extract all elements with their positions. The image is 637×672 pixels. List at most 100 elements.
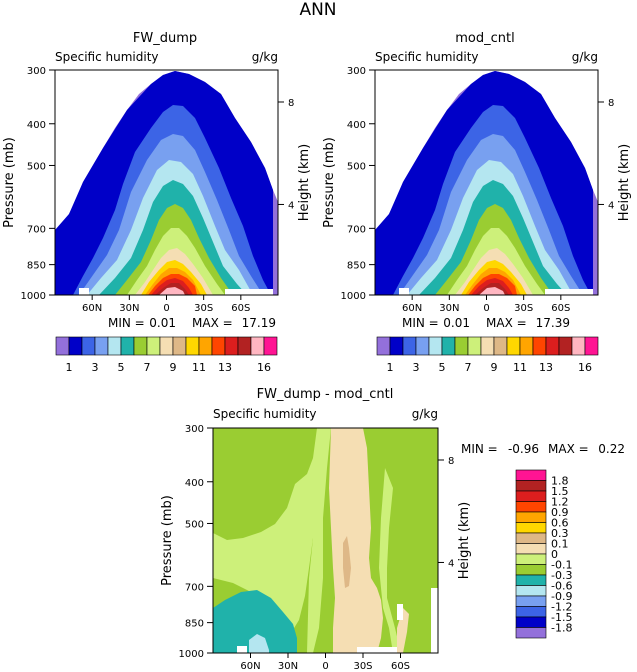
colorbar-swatch — [120, 336, 135, 356]
colorbar-swatch — [515, 627, 547, 639]
colorbar-swatch — [81, 336, 96, 356]
colorbar-swatch — [515, 595, 547, 607]
colorbar-label: 13 — [218, 361, 232, 374]
colorbar-swatch — [159, 336, 174, 356]
panel-difference: FW_dump - mod_cntl Specific humidity g/k… — [212, 387, 439, 654]
colorbar-swatch — [55, 336, 70, 356]
colorbar-swatch — [515, 585, 547, 597]
colorbar-swatch — [584, 336, 599, 356]
contour-level-15 — [479, 287, 505, 295]
panel-subtitle-right: g/kg — [572, 50, 598, 64]
figure-title: ANN — [299, 0, 336, 20]
contour-level-tan — [329, 428, 383, 653]
y-tick-label: 700 — [347, 224, 366, 235]
y-right-tick-label: 8 — [288, 98, 294, 109]
colorbar-label: 7 — [465, 361, 472, 374]
colorbar-label: 11 — [513, 361, 527, 374]
colorbar-label: 16 — [578, 361, 592, 374]
x-tick-label: 30S — [514, 303, 533, 314]
colorbar-swatch — [515, 490, 547, 502]
contour-level-light-green-mid — [307, 428, 331, 653]
y-right-tick-label: 4 — [288, 200, 294, 211]
colorbar-swatch — [415, 336, 430, 356]
colorbar-label: 0.9 — [551, 506, 569, 519]
colorbar-label: 11 — [192, 361, 206, 374]
y-tick-label: 850 — [185, 619, 204, 630]
colorbar-label: -0.9 — [551, 590, 572, 603]
colorbar-label: 0 — [551, 548, 558, 561]
y-right-axis-title: Height (km) — [297, 144, 312, 221]
colorbar-swatch — [480, 336, 495, 356]
x-tick-label: 0 — [163, 303, 169, 314]
colorbar-swatch — [107, 336, 122, 356]
colorbar-label: 5 — [439, 361, 446, 374]
colorbar-swatch — [441, 336, 456, 356]
y-tick-label: 850 — [347, 261, 366, 272]
colorbar-swatch — [515, 469, 547, 481]
y-tick-label: 700 — [27, 224, 46, 235]
contour-level-light-green-left — [213, 458, 313, 633]
contour-field — [54, 69, 279, 296]
colorbar-swatch — [571, 336, 586, 356]
panel-fw-dump: FW_dump Specific humidity g/kg — [54, 31, 279, 296]
colorbar-swatch — [133, 336, 148, 356]
panel-subtitle-left: Specific humidity — [213, 407, 317, 421]
y-tick-label: 700 — [185, 582, 204, 593]
y-right-axis-title: Height (km) — [457, 502, 472, 579]
colorbar-swatch — [172, 336, 187, 356]
x-tick-label: 0 — [322, 661, 328, 672]
y-tick-label: 500 — [347, 161, 366, 172]
y-axis-title: Pressure (mb) — [322, 137, 337, 228]
panel-title: FW_dump - mod_cntl — [257, 387, 394, 402]
x-tick-label: 0 — [483, 303, 489, 314]
colorbar-swatch — [428, 336, 443, 356]
colorbar-swatch — [515, 564, 547, 576]
colorbar-swatch — [185, 336, 200, 356]
contour-level-cyan — [249, 634, 269, 653]
colorbar-swatch — [515, 480, 547, 492]
max-value: 0.22 — [598, 442, 625, 456]
colorbar-label: 13 — [539, 361, 553, 374]
colorbar-swatch — [532, 336, 547, 356]
panel-subtitle-left: Specific humidity — [375, 50, 479, 64]
x-tick-label: 30N — [439, 303, 459, 314]
colorbar-swatch — [545, 336, 560, 356]
y-right-tick-label: 4 — [608, 200, 614, 211]
min-label: MIN = — [402, 316, 439, 330]
colorbar-swatch — [250, 336, 265, 356]
colorbar-label: -0.6 — [551, 580, 572, 593]
colorbar-swatch — [558, 336, 573, 356]
x-tick-label: 30S — [353, 661, 372, 672]
colorbar-swatch — [198, 336, 213, 356]
colorbar-swatch — [506, 336, 521, 356]
panel-subtitle-right: g/kg — [252, 50, 278, 64]
colorbar-swatch — [467, 336, 482, 356]
colorbar-swatch — [454, 336, 469, 356]
colorbar-label: 0.1 — [551, 538, 569, 551]
colorbar-label: 1.8 — [551, 475, 569, 488]
colorbar-label: -1.2 — [551, 601, 572, 614]
colorbar-swatch — [402, 336, 417, 356]
y-tick-label: 1000 — [21, 291, 46, 302]
contour-level-light-green-right — [379, 468, 401, 653]
y-tick-label: 300 — [185, 424, 204, 435]
contour-field — [212, 427, 439, 654]
x-tick-label: 60S — [391, 661, 410, 672]
colorbar-label: 0.6 — [551, 517, 569, 530]
y-axis-title: Pressure (mb) — [160, 495, 175, 586]
y-right-tick-label: 8 — [448, 456, 454, 467]
x-tick-label: 30N — [119, 303, 139, 314]
y-tick-label: 300 — [347, 66, 366, 77]
min-value: 0.01 — [149, 316, 176, 330]
y-tick-label: 1000 — [341, 291, 366, 302]
x-tick-label: 60N — [240, 661, 260, 672]
min-value: 0.01 — [443, 316, 470, 330]
colorbar-swatch — [515, 574, 547, 586]
panel-mod-cntl: mod_cntl Specific humidity g/kg — [374, 31, 599, 296]
y-tick-label: 400 — [185, 478, 204, 489]
colorbar-label: 9 — [170, 361, 177, 374]
max-label: MAX = — [548, 442, 589, 456]
y-tick-label: 850 — [27, 261, 46, 272]
min-value: -0.96 — [508, 442, 539, 456]
